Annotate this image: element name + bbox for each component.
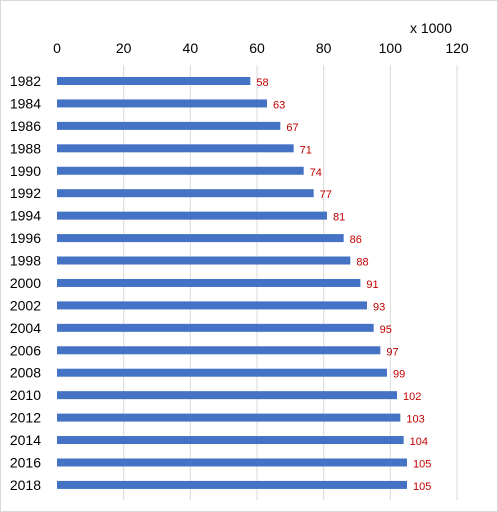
category-label-1992: 1992 — [10, 185, 41, 201]
data-label-2002: 93 — [373, 301, 385, 313]
category-label-2010: 2010 — [10, 387, 41, 403]
data-label-1984: 63 — [273, 99, 285, 111]
bar-2004 — [57, 323, 374, 332]
x-tick-label-40: 40 — [183, 40, 199, 56]
data-label-2014: 104 — [410, 436, 428, 448]
bar-1982 — [57, 77, 251, 85]
data-label-1996: 86 — [350, 234, 362, 246]
bar-1992 — [57, 189, 314, 198]
category-label-2006: 2006 — [10, 342, 41, 358]
data-label-1990: 74 — [310, 167, 322, 179]
data-label-1982: 58 — [256, 77, 268, 89]
category-label-1996: 1996 — [10, 230, 41, 246]
category-label-1994: 1994 — [10, 208, 41, 224]
x-tick-label-60: 60 — [249, 40, 265, 56]
data-label-2000: 91 — [366, 279, 378, 291]
bar-2002 — [57, 301, 367, 310]
x-tick-label-100: 100 — [379, 40, 403, 56]
bar-2008 — [57, 368, 387, 377]
category-label-1988: 1988 — [10, 140, 41, 156]
data-label-1992: 77 — [320, 189, 332, 201]
data-label-2016: 105 — [413, 458, 431, 470]
bar-2012 — [57, 413, 401, 422]
category-label-1990: 1990 — [10, 163, 41, 179]
bar-1986 — [57, 121, 281, 130]
bar-1984 — [57, 99, 267, 108]
category-label-1984: 1984 — [10, 95, 41, 111]
data-label-1988: 71 — [300, 144, 312, 156]
category-label-2000: 2000 — [10, 275, 41, 291]
bars — [57, 77, 407, 489]
data-label-2018: 105 — [413, 481, 431, 493]
category-label-2014: 2014 — [10, 432, 41, 448]
bar-1998 — [57, 256, 351, 265]
x-tick-label-20: 20 — [116, 40, 132, 56]
data-label-2010: 102 — [403, 391, 421, 403]
data-label-1994: 81 — [333, 212, 345, 224]
bar-2014 — [57, 436, 404, 445]
data-label-2004: 95 — [380, 324, 392, 336]
data-label-2006: 97 — [386, 346, 398, 358]
bar-2006 — [57, 346, 381, 355]
category-label-2018: 2018 — [10, 477, 41, 493]
category-label-1986: 1986 — [10, 118, 41, 134]
data-label-1998: 88 — [356, 257, 368, 269]
category-label-1998: 1998 — [10, 253, 41, 269]
x-tick-label-0: 0 — [53, 40, 61, 56]
x-axis-ticks: 0 20 40 60 80 100 120 — [53, 40, 469, 56]
bar-2016 — [57, 458, 407, 467]
category-label-2004: 2004 — [10, 320, 41, 336]
x-tick-label-120: 120 — [445, 40, 469, 56]
category-label-2002: 2002 — [10, 297, 41, 313]
category-label-2016: 2016 — [10, 454, 41, 470]
data-label-2012: 103 — [406, 414, 424, 426]
category-label-2008: 2008 — [10, 365, 41, 381]
bar-1994 — [57, 211, 327, 220]
x-tick-label-80: 80 — [316, 40, 332, 56]
category-label-2012: 2012 — [10, 410, 41, 426]
data-label-1986: 67 — [286, 122, 298, 134]
bar-2000 — [57, 278, 361, 287]
axis-unit-label: x 1000 — [410, 20, 452, 36]
bar-2018 — [57, 480, 407, 489]
category-labels: 1982 1984 1986 1988 1990 1992 1994 1996 1998 2000… — [10, 73, 41, 493]
bar-2010 — [57, 391, 397, 400]
category-label-1982: 1982 — [10, 73, 41, 89]
data-label-2008: 99 — [393, 369, 405, 381]
bar-1988 — [57, 144, 294, 153]
bar-1990 — [57, 166, 304, 175]
gridlines — [123, 65, 458, 500]
bar-1996 — [57, 234, 344, 243]
